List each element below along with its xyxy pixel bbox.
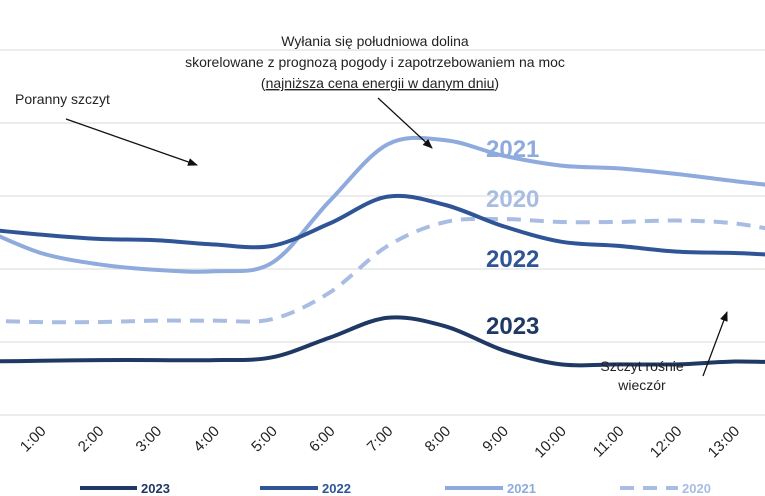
series-label-2020: 2020 <box>486 186 539 213</box>
annotation-valley-arrow <box>377 97 433 149</box>
x-tick-label: 13:00 <box>705 423 744 462</box>
annotation-morning-arrow <box>65 118 198 166</box>
annotation-valley-underlined: najniższa cena energii w danym dniu <box>266 75 495 91</box>
x-tick-label: 11:00 <box>590 423 628 461</box>
x-tick-label: 7:00 <box>364 423 397 456</box>
x-tick-label: 2:00 <box>75 423 108 456</box>
x-tick-label: 6:00 <box>306 423 339 456</box>
series-line-2021 <box>0 135 765 274</box>
x-tick-label: 4:00 <box>190 423 223 456</box>
x-tick-label: 3:00 <box>133 423 166 456</box>
legend-label-2020: 2020 <box>682 481 711 496</box>
annotation-evening-arrow <box>702 311 728 377</box>
x-tick-labels: 0:001:002:003:004:005:006:007:008:009:00… <box>17 423 765 462</box>
series-label-2021: 2021 <box>486 136 539 163</box>
series-line-2020 <box>0 216 765 325</box>
annotations: Poranny szczyt Wyłania się południowa do… <box>15 33 728 393</box>
legend: 2023 2022 2021 2020 <box>80 481 711 496</box>
series-line-2022 <box>0 193 765 257</box>
x-tick-label: 10:00 <box>531 423 570 462</box>
annotation-valley-line1: Wyłania się południowa dolina <box>281 33 469 49</box>
annotation-evening-line2: wieczór <box>617 377 666 393</box>
x-tick-label: 5:00 <box>248 423 281 456</box>
annotation-morning: Poranny szczyt <box>15 91 110 107</box>
annotation-valley-line3: (najniższa cena energii w danym dniu) <box>261 75 499 91</box>
x-tick-label: 1:00 <box>17 423 50 456</box>
paren-open: ( <box>261 75 266 91</box>
annotation-valley-line2: skorelowane z prognozą pogody i zapotrze… <box>185 54 565 70</box>
legend-label-2023: 2023 <box>141 481 170 496</box>
x-tick-label: 12:00 <box>647 423 686 462</box>
series-group <box>0 135 765 368</box>
series-label-2023: 2023 <box>486 313 539 340</box>
paren-close: ) <box>494 75 499 91</box>
series-label-2022: 2022 <box>486 246 539 273</box>
series-labels: 2023 2022 2021 2020 <box>486 136 539 340</box>
x-tick-label: 9:00 <box>479 423 512 456</box>
series-line-2023 <box>0 315 765 368</box>
annotation-evening-line1: Szczyt rośnie <box>600 358 683 374</box>
legend-label-2022: 2022 <box>322 481 351 496</box>
legend-label-2021: 2021 <box>507 481 536 496</box>
x-tick-label: 8:00 <box>422 423 455 456</box>
